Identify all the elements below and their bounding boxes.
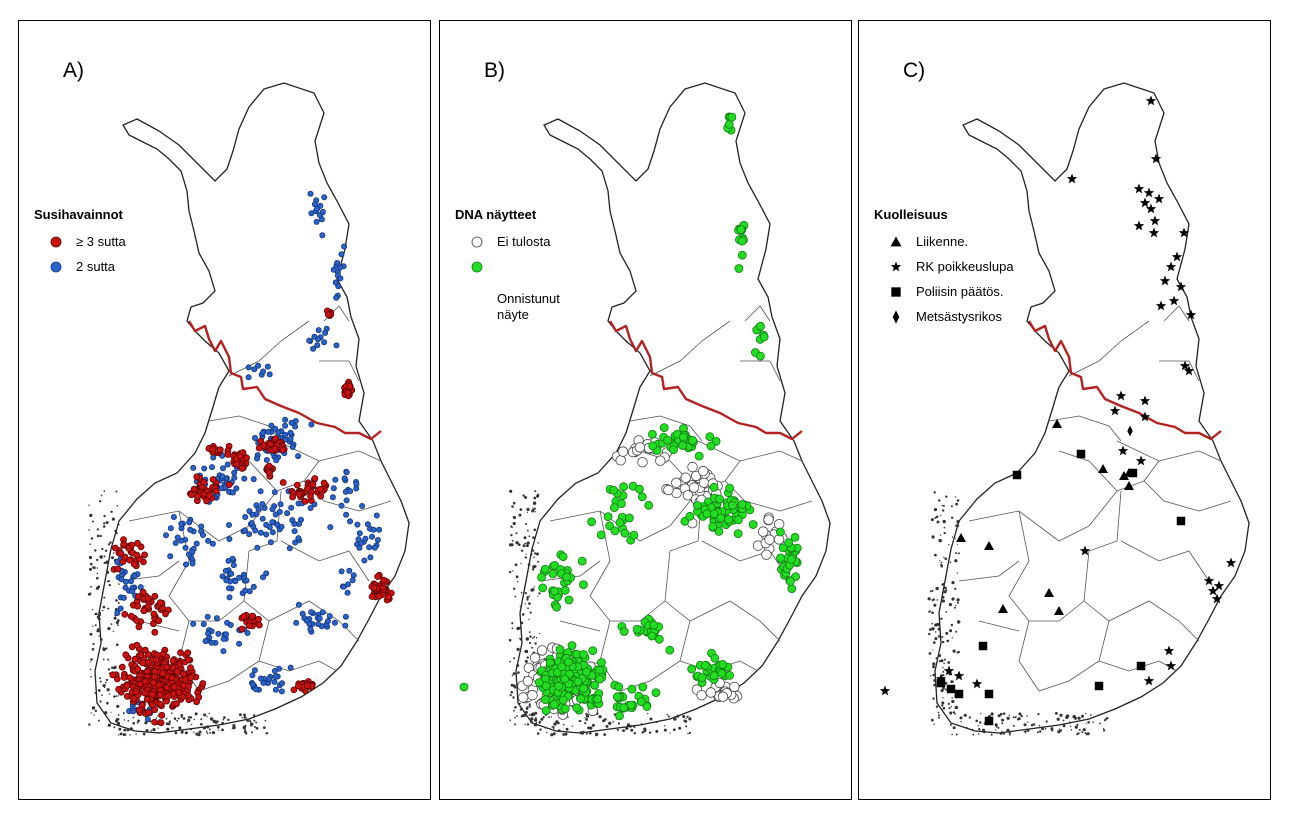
map-panel-b: B) DNA näytteet Ei tulosta Onnistunut nä…	[439, 20, 852, 800]
legend-item: Onnistunut näyte	[455, 259, 560, 323]
triangle-icon	[888, 235, 904, 249]
legend-item-label: Poliisin päätös.	[916, 284, 1004, 299]
legend-item-label: Liikenne.	[916, 234, 969, 249]
legend: DNA näytteet Ei tulosta Onnistunut näyte	[455, 207, 560, 332]
diamond-icon	[888, 310, 904, 324]
legend-item: Poliisin päätös.	[874, 284, 1014, 300]
finland-map	[87, 82, 410, 737]
legend-item-label: ≥ 3 sutta	[76, 234, 126, 249]
legend-item: Ei tulosta	[455, 234, 560, 250]
legend: Kuolleisuus Liikenne. RK poikkeuslupa Po…	[874, 207, 1014, 334]
legend-item-label: Metsästysrikos	[916, 309, 1002, 324]
blue-dot-icon	[48, 260, 64, 274]
star-icon	[888, 260, 904, 274]
legend-item-label: RK poikkeuslupa	[916, 259, 1014, 274]
panel-label: A)	[63, 59, 84, 82]
legend-title: DNA näytteet	[455, 207, 537, 222]
empty-circle-icon	[469, 235, 485, 249]
legend-item: RK poikkeuslupa	[874, 259, 1014, 275]
legend-item: 2 sutta	[34, 259, 126, 275]
green-dot-icon	[469, 260, 485, 274]
map-panel-a: A) Susihavainnot ≥ 3 sutta 2 sutta	[18, 20, 431, 800]
panel-label: B)	[484, 59, 505, 82]
legend-title: Kuolleisuus	[874, 207, 948, 222]
legend-item-label: Ei tulosta	[497, 234, 551, 249]
legend-item: Liikenne.	[874, 234, 1014, 250]
legend-item: Metsästysrikos	[874, 309, 1014, 325]
finland-map	[459, 82, 831, 737]
finland-map	[879, 82, 1250, 736]
panel-label: C)	[903, 59, 926, 82]
legend-item-label: 2 sutta	[76, 259, 116, 274]
legend-item-label: Onnistunut näyte	[497, 291, 560, 322]
square-icon	[888, 285, 904, 299]
legend-title: Susihavainnot	[34, 207, 123, 222]
map-panel-c: C) Kuolleisuus Liikenne. RK poikkeuslupa…	[858, 20, 1271, 800]
legend: Susihavainnot ≥ 3 sutta 2 sutta	[34, 207, 126, 284]
legend-item: ≥ 3 sutta	[34, 234, 126, 250]
red-dot-icon	[48, 235, 64, 249]
